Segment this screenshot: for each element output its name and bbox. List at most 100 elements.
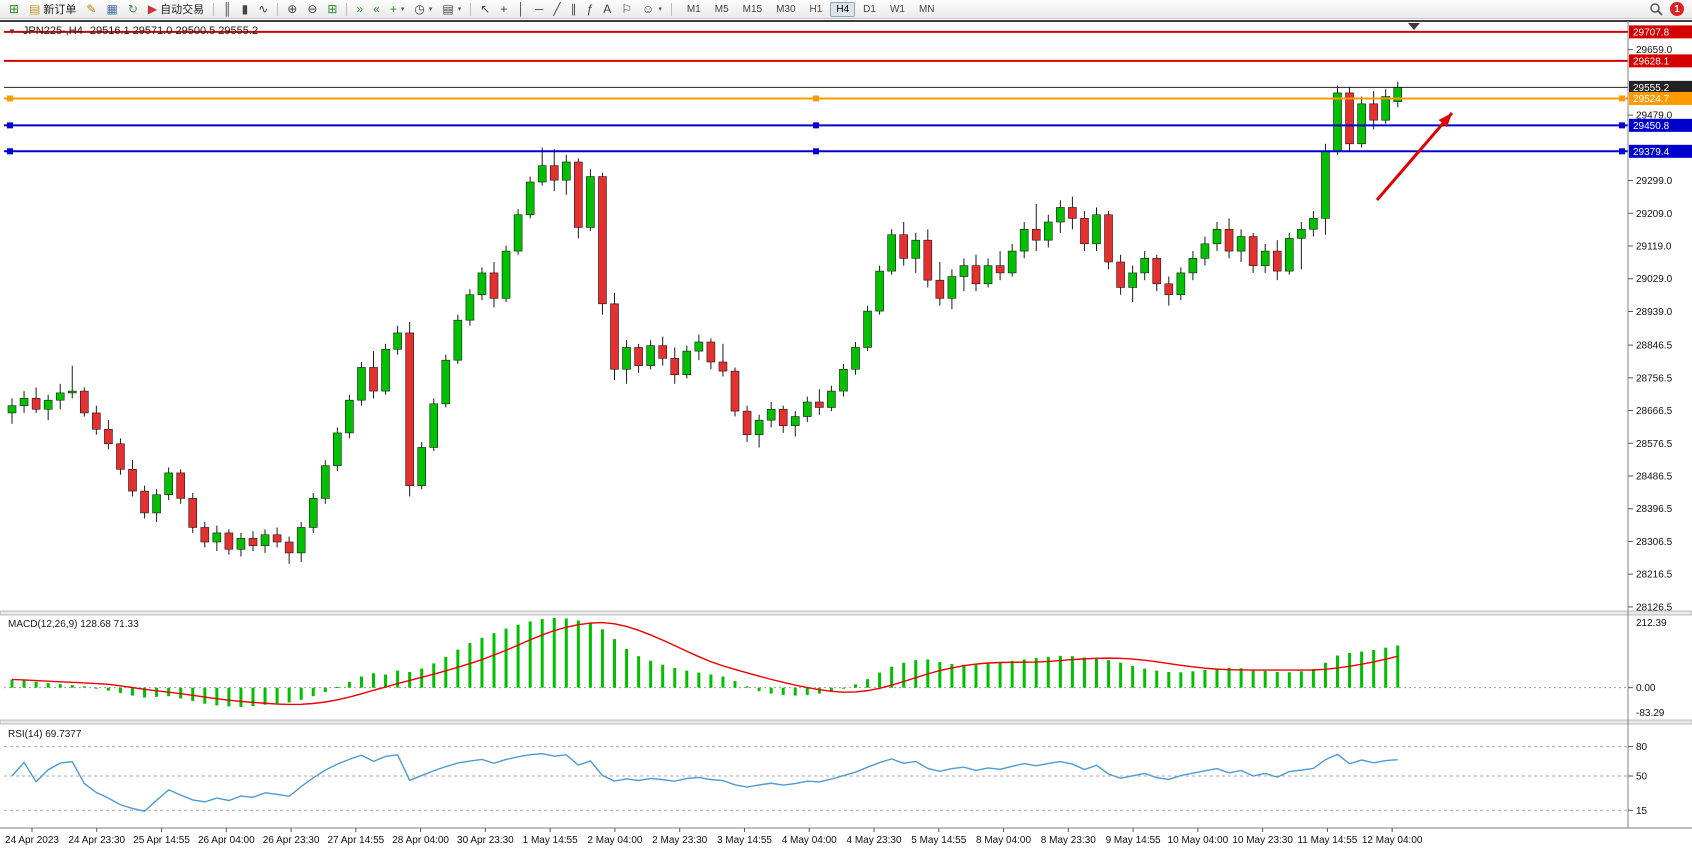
text-button[interactable]: A xyxy=(599,1,615,18)
line-handle[interactable] xyxy=(813,148,819,155)
line-handle[interactable] xyxy=(7,122,13,129)
data-window-button[interactable]: ▦ xyxy=(102,1,121,18)
line-handle[interactable] xyxy=(813,95,819,102)
candle-bearish xyxy=(1152,258,1162,285)
line-chart-button[interactable]: ∿ xyxy=(254,1,272,18)
candle-bearish xyxy=(778,408,788,426)
timeframe-m15-button[interactable]: M15 xyxy=(742,3,763,15)
timeframe-w1-button[interactable]: W1 xyxy=(889,3,905,15)
trend-arrow[interactable] xyxy=(1375,112,1454,201)
notification-badge[interactable]: 1 xyxy=(1670,2,1684,16)
time-tick-label: 28 Apr 04:00 xyxy=(392,835,449,846)
timeframe-mn-button[interactable]: MN xyxy=(918,3,935,15)
new-order-button[interactable]: ▤ 新订单 xyxy=(25,1,80,18)
crosshair-button[interactable]: + xyxy=(496,1,511,18)
macd-histogram-bar xyxy=(215,687,219,706)
candle-bullish xyxy=(586,176,595,228)
timeframe-h4-button[interactable]: H4 xyxy=(830,1,856,17)
timeframe-toolbar: M1 M5 M15 M30 H1 H4 D1 W1 MN xyxy=(680,1,942,17)
chart-canvas[interactable]: 29659.0 29479.0 29299.0 29209.0 29119.0 29029… xyxy=(0,19,1692,853)
macd-histogram-bar xyxy=(1239,668,1243,688)
panel-splitter[interactable] xyxy=(0,719,1692,725)
metaeditor-button[interactable]: ✎ xyxy=(82,1,100,18)
chart-shift-button[interactable]: « xyxy=(369,1,384,18)
time-axis[interactable]: 24 Apr 2023 24 Apr 23:30 25 Apr 14:55 26 Ap… xyxy=(0,827,1692,846)
macd-histogram-bar xyxy=(649,660,653,688)
auto-scroll-button[interactable]: » xyxy=(352,1,367,18)
one-click-trading-toggle[interactable]: ▼ xyxy=(8,26,16,36)
macd-histogram-bar xyxy=(155,687,159,697)
autotrading-button[interactable]: ▶ 自动交易 xyxy=(144,1,208,18)
macd-histogram-bar xyxy=(962,664,966,688)
zoom-in-button[interactable]: ⊕ xyxy=(283,1,301,18)
line-handle[interactable] xyxy=(813,122,819,129)
timeframe-d1-button[interactable]: D1 xyxy=(863,3,876,15)
macd-histogram-bar xyxy=(576,620,580,688)
line-handle[interactable] xyxy=(1619,95,1625,102)
candlestick-button[interactable]: ▮ xyxy=(238,1,253,18)
price-axis[interactable]: 29659.0 29479.0 29299.0 29209.0 29119.0 29029… xyxy=(1627,21,1692,828)
macd-histogram-bar xyxy=(396,670,400,688)
line-handle[interactable] xyxy=(1619,122,1625,129)
magnifier-icon[interactable] xyxy=(1649,2,1663,16)
macd-histogram-bar xyxy=(600,629,604,688)
templates-button[interactable]: ▤ ▾ xyxy=(438,1,465,18)
time-tick-label: 10 May 04:00 xyxy=(1168,835,1229,846)
bar-chart-button[interactable]: ║ xyxy=(219,1,236,18)
candle-bullish xyxy=(1236,236,1246,252)
macd-histogram-bar xyxy=(1179,672,1183,688)
candle-bullish xyxy=(67,390,77,394)
zoom-out-button[interactable]: ⊖ xyxy=(303,1,321,18)
line-handle[interactable] xyxy=(7,95,13,102)
chart-window[interactable]: 29659.0 29479.0 29299.0 29209.0 29119.0 29029… xyxy=(0,19,1692,853)
periods-button[interactable]: ◷ ▾ xyxy=(410,1,436,18)
time-tick-label: 30 Apr 23:30 xyxy=(457,835,514,846)
candle-bullish xyxy=(766,408,776,421)
chart-shift-marker[interactable] xyxy=(1408,23,1420,30)
candle-bullish xyxy=(236,538,246,550)
horizontal-line-button[interactable]: ─ xyxy=(531,1,548,18)
channel-button[interactable]: ∥ xyxy=(567,1,581,18)
timeframe-h1-button[interactable]: H1 xyxy=(809,3,823,15)
candlestick-icon: ▮ xyxy=(241,1,249,16)
panel-splitter[interactable] xyxy=(0,610,1692,616)
macd-histogram-bar xyxy=(1119,662,1123,688)
macd-histogram-bar xyxy=(82,686,86,688)
trendline-button[interactable]: ╱ xyxy=(549,1,564,18)
new-chart-button[interactable]: ⊞ xyxy=(5,1,23,18)
trend-arrow-shaft[interactable] xyxy=(1375,112,1454,201)
macd-histogram-bar xyxy=(697,672,701,688)
refresh-button[interactable]: ↻ xyxy=(124,1,142,18)
timeframe-m30-button[interactable]: M30 xyxy=(776,3,796,15)
candle-bullish xyxy=(55,392,65,401)
tile-windows-button[interactable]: ⊞ xyxy=(323,1,341,18)
chart-background[interactable] xyxy=(0,19,1692,853)
timeframe-m5-button[interactable]: M5 xyxy=(714,3,729,15)
rsi-level-label: 50 xyxy=(1636,772,1648,783)
auto-scroll-icon: » xyxy=(356,1,364,16)
line-handle[interactable] xyxy=(7,148,13,155)
macd-histogram-bar xyxy=(564,618,568,688)
candle-bearish xyxy=(658,345,668,359)
candle-bearish xyxy=(1164,283,1174,296)
vertical-line-button[interactable]: │ xyxy=(513,1,529,18)
timeframe-m1-button[interactable]: M1 xyxy=(686,3,701,15)
macd-histogram-bar xyxy=(938,662,942,688)
macd-histogram-bar xyxy=(998,662,1002,688)
candle-bearish xyxy=(971,265,981,285)
macd-histogram-bar xyxy=(46,683,50,688)
candle-bullish xyxy=(1176,272,1186,296)
cursor-button[interactable]: ↖ xyxy=(476,1,494,18)
time-tick-label: 24 Apr 2023 xyxy=(5,835,59,846)
macd-histogram-bar xyxy=(1263,670,1267,688)
line-chart-icon: ∿ xyxy=(258,1,269,16)
line-handle[interactable] xyxy=(1619,148,1625,155)
label-button[interactable]: ⚐ xyxy=(617,1,636,18)
macd-histogram-bar xyxy=(841,687,845,689)
fibonacci-button[interactable]: ƒ xyxy=(583,1,598,18)
indicators-button[interactable]: + ▾ xyxy=(386,1,409,18)
candle-bearish xyxy=(742,410,752,436)
candle-bearish xyxy=(272,534,282,543)
shapes-button[interactable]: ☺ ▾ xyxy=(638,1,666,18)
indicators-icon: + xyxy=(389,1,397,16)
